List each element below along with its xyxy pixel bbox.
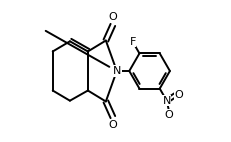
Text: O: O	[108, 120, 117, 130]
Text: O: O	[173, 89, 182, 100]
Text: O: O	[108, 12, 117, 22]
Text: N: N	[162, 96, 170, 106]
Text: O: O	[164, 109, 173, 120]
Text: F: F	[129, 37, 135, 47]
Text: N: N	[112, 66, 120, 76]
